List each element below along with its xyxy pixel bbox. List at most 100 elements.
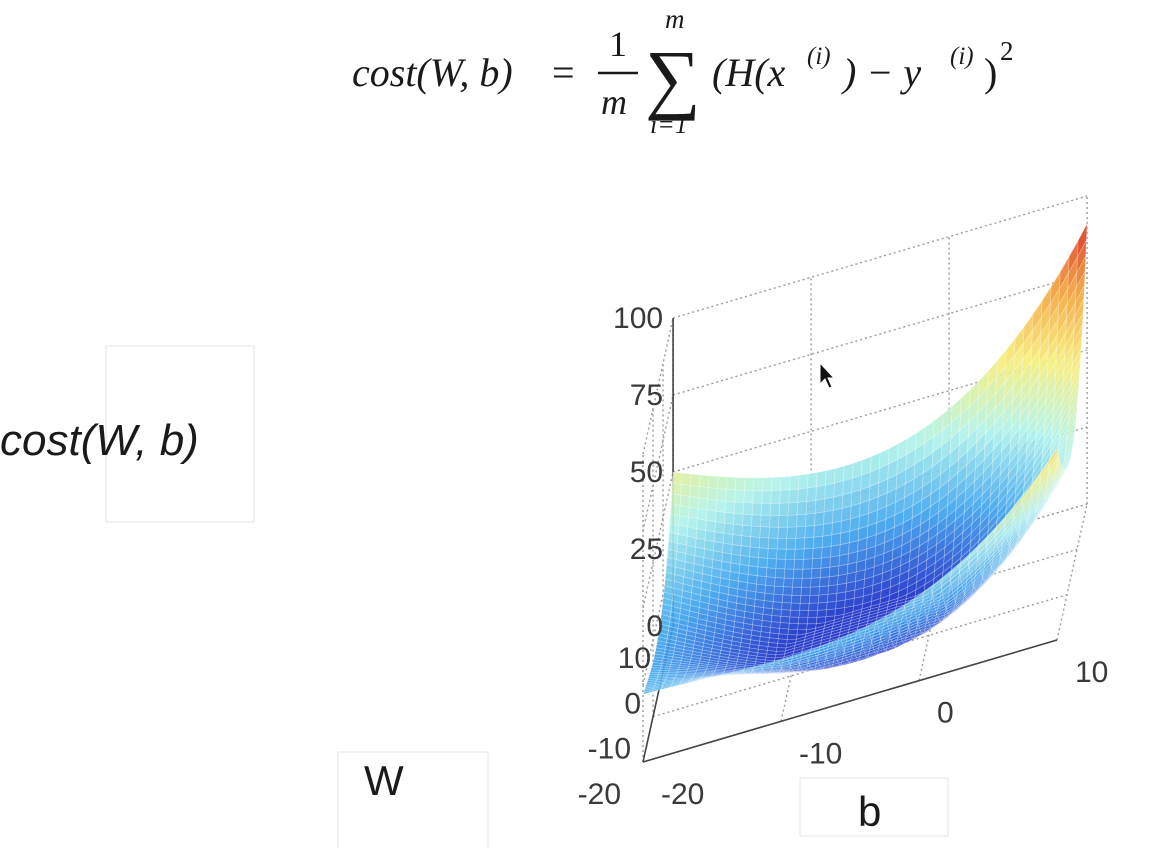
mesh-line-b	[993, 326, 1025, 563]
surface-patch	[820, 557, 831, 569]
surface-patch	[819, 576, 830, 587]
surface-patch	[985, 529, 995, 543]
surface-patch	[750, 526, 761, 538]
surface-patch	[1034, 493, 1045, 509]
surface-patch	[739, 564, 749, 575]
surface-patch	[696, 518, 707, 531]
surface-patch	[779, 502, 789, 516]
mesh-line-w	[665, 368, 1081, 596]
surface-patch	[848, 540, 859, 554]
z-tick-label: 25	[630, 533, 663, 566]
surface-patch	[691, 586, 702, 596]
surface-patch	[793, 645, 804, 652]
surface-patch	[700, 655, 711, 660]
surface-patch	[1067, 404, 1078, 429]
surface-patch	[903, 638, 914, 644]
surface-patch	[756, 672, 766, 674]
surface-patch	[669, 621, 679, 629]
surface-patch	[959, 406, 970, 431]
surface-patch	[647, 678, 658, 681]
surface-patch	[889, 583, 900, 596]
surface-patch	[846, 572, 857, 584]
surface-patch	[860, 472, 871, 490]
surface-patch	[998, 483, 1008, 505]
surface-patch	[933, 594, 944, 605]
surface-patch	[1013, 359, 1023, 387]
surface-patch	[652, 662, 662, 666]
surface-patch	[664, 680, 674, 683]
surface-patch	[1029, 376, 1039, 404]
surface-patch	[661, 609, 671, 617]
surface-patch	[807, 610, 818, 618]
surface-patch	[758, 645, 768, 651]
surface-patch	[798, 474, 809, 490]
surface-patch	[848, 660, 859, 664]
surface-patch	[1044, 397, 1055, 423]
surface-patch	[843, 642, 853, 649]
surface-patch	[823, 510, 834, 525]
surface-patch	[698, 663, 709, 667]
surface-patch	[739, 646, 750, 652]
surface-patch	[958, 560, 969, 573]
surface-patch	[958, 437, 969, 460]
surface-patch	[831, 629, 841, 635]
surface-patch	[671, 682, 681, 685]
surface-patch	[955, 501, 965, 521]
mesh-line-b	[822, 463, 854, 669]
surface-patch	[662, 683, 672, 687]
w-axis-title: W	[364, 757, 404, 804]
surface-patch	[669, 513, 680, 526]
surface-patch	[742, 628, 752, 636]
surface-patch	[654, 682, 665, 686]
surface-patch	[958, 599, 969, 608]
surface-patch	[917, 550, 928, 566]
surface-patch	[899, 627, 910, 635]
surface-patch	[1032, 486, 1043, 502]
surface-patch	[771, 615, 781, 623]
surface-patch	[953, 532, 963, 550]
surface-patch	[863, 576, 874, 588]
surface-patch	[871, 636, 881, 644]
surface-patch	[1027, 414, 1037, 440]
surface-patch	[951, 549, 962, 566]
surface-patch	[669, 616, 680, 624]
surface-patch	[871, 590, 882, 602]
surface-patch	[891, 634, 901, 642]
surface-patch	[806, 628, 816, 634]
surface-patch	[934, 597, 944, 608]
surface-patch	[994, 523, 1005, 537]
surface-patch	[747, 574, 758, 585]
surface-patch	[718, 592, 729, 602]
surface-patch	[901, 529, 912, 546]
surface-patch	[747, 673, 758, 675]
surface-patch	[962, 524, 972, 542]
mesh-line-b	[804, 468, 836, 671]
surface-patch	[876, 519, 886, 535]
surface-patch	[957, 464, 967, 486]
surface-patch	[880, 634, 891, 642]
surface-patch	[786, 642, 796, 648]
surface-patch	[754, 599, 765, 608]
surface-patch	[852, 639, 862, 646]
surface-patch	[862, 640, 872, 647]
surface-patch	[876, 651, 887, 655]
surface-patch	[689, 610, 699, 619]
surface-patch	[772, 601, 783, 610]
surface-patch	[993, 426, 1003, 450]
surface-patch	[813, 634, 823, 640]
surface-patch	[1052, 392, 1063, 418]
surface-patch	[974, 578, 984, 589]
surface-patch	[984, 423, 995, 447]
surface-patch	[1001, 428, 1012, 452]
surface-patch	[765, 576, 776, 587]
mesh-line-w	[662, 411, 1077, 631]
formula-lhs: cost(W, b)	[352, 50, 513, 95]
surface-patch	[944, 595, 955, 606]
surface-patch	[699, 661, 709, 665]
surface-patch	[843, 645, 854, 652]
surface-patch	[755, 672, 766, 674]
surface-patch	[1020, 390, 1030, 416]
surface-patch	[946, 509, 956, 528]
surface-patch	[872, 582, 882, 594]
surface-patch	[698, 677, 708, 680]
